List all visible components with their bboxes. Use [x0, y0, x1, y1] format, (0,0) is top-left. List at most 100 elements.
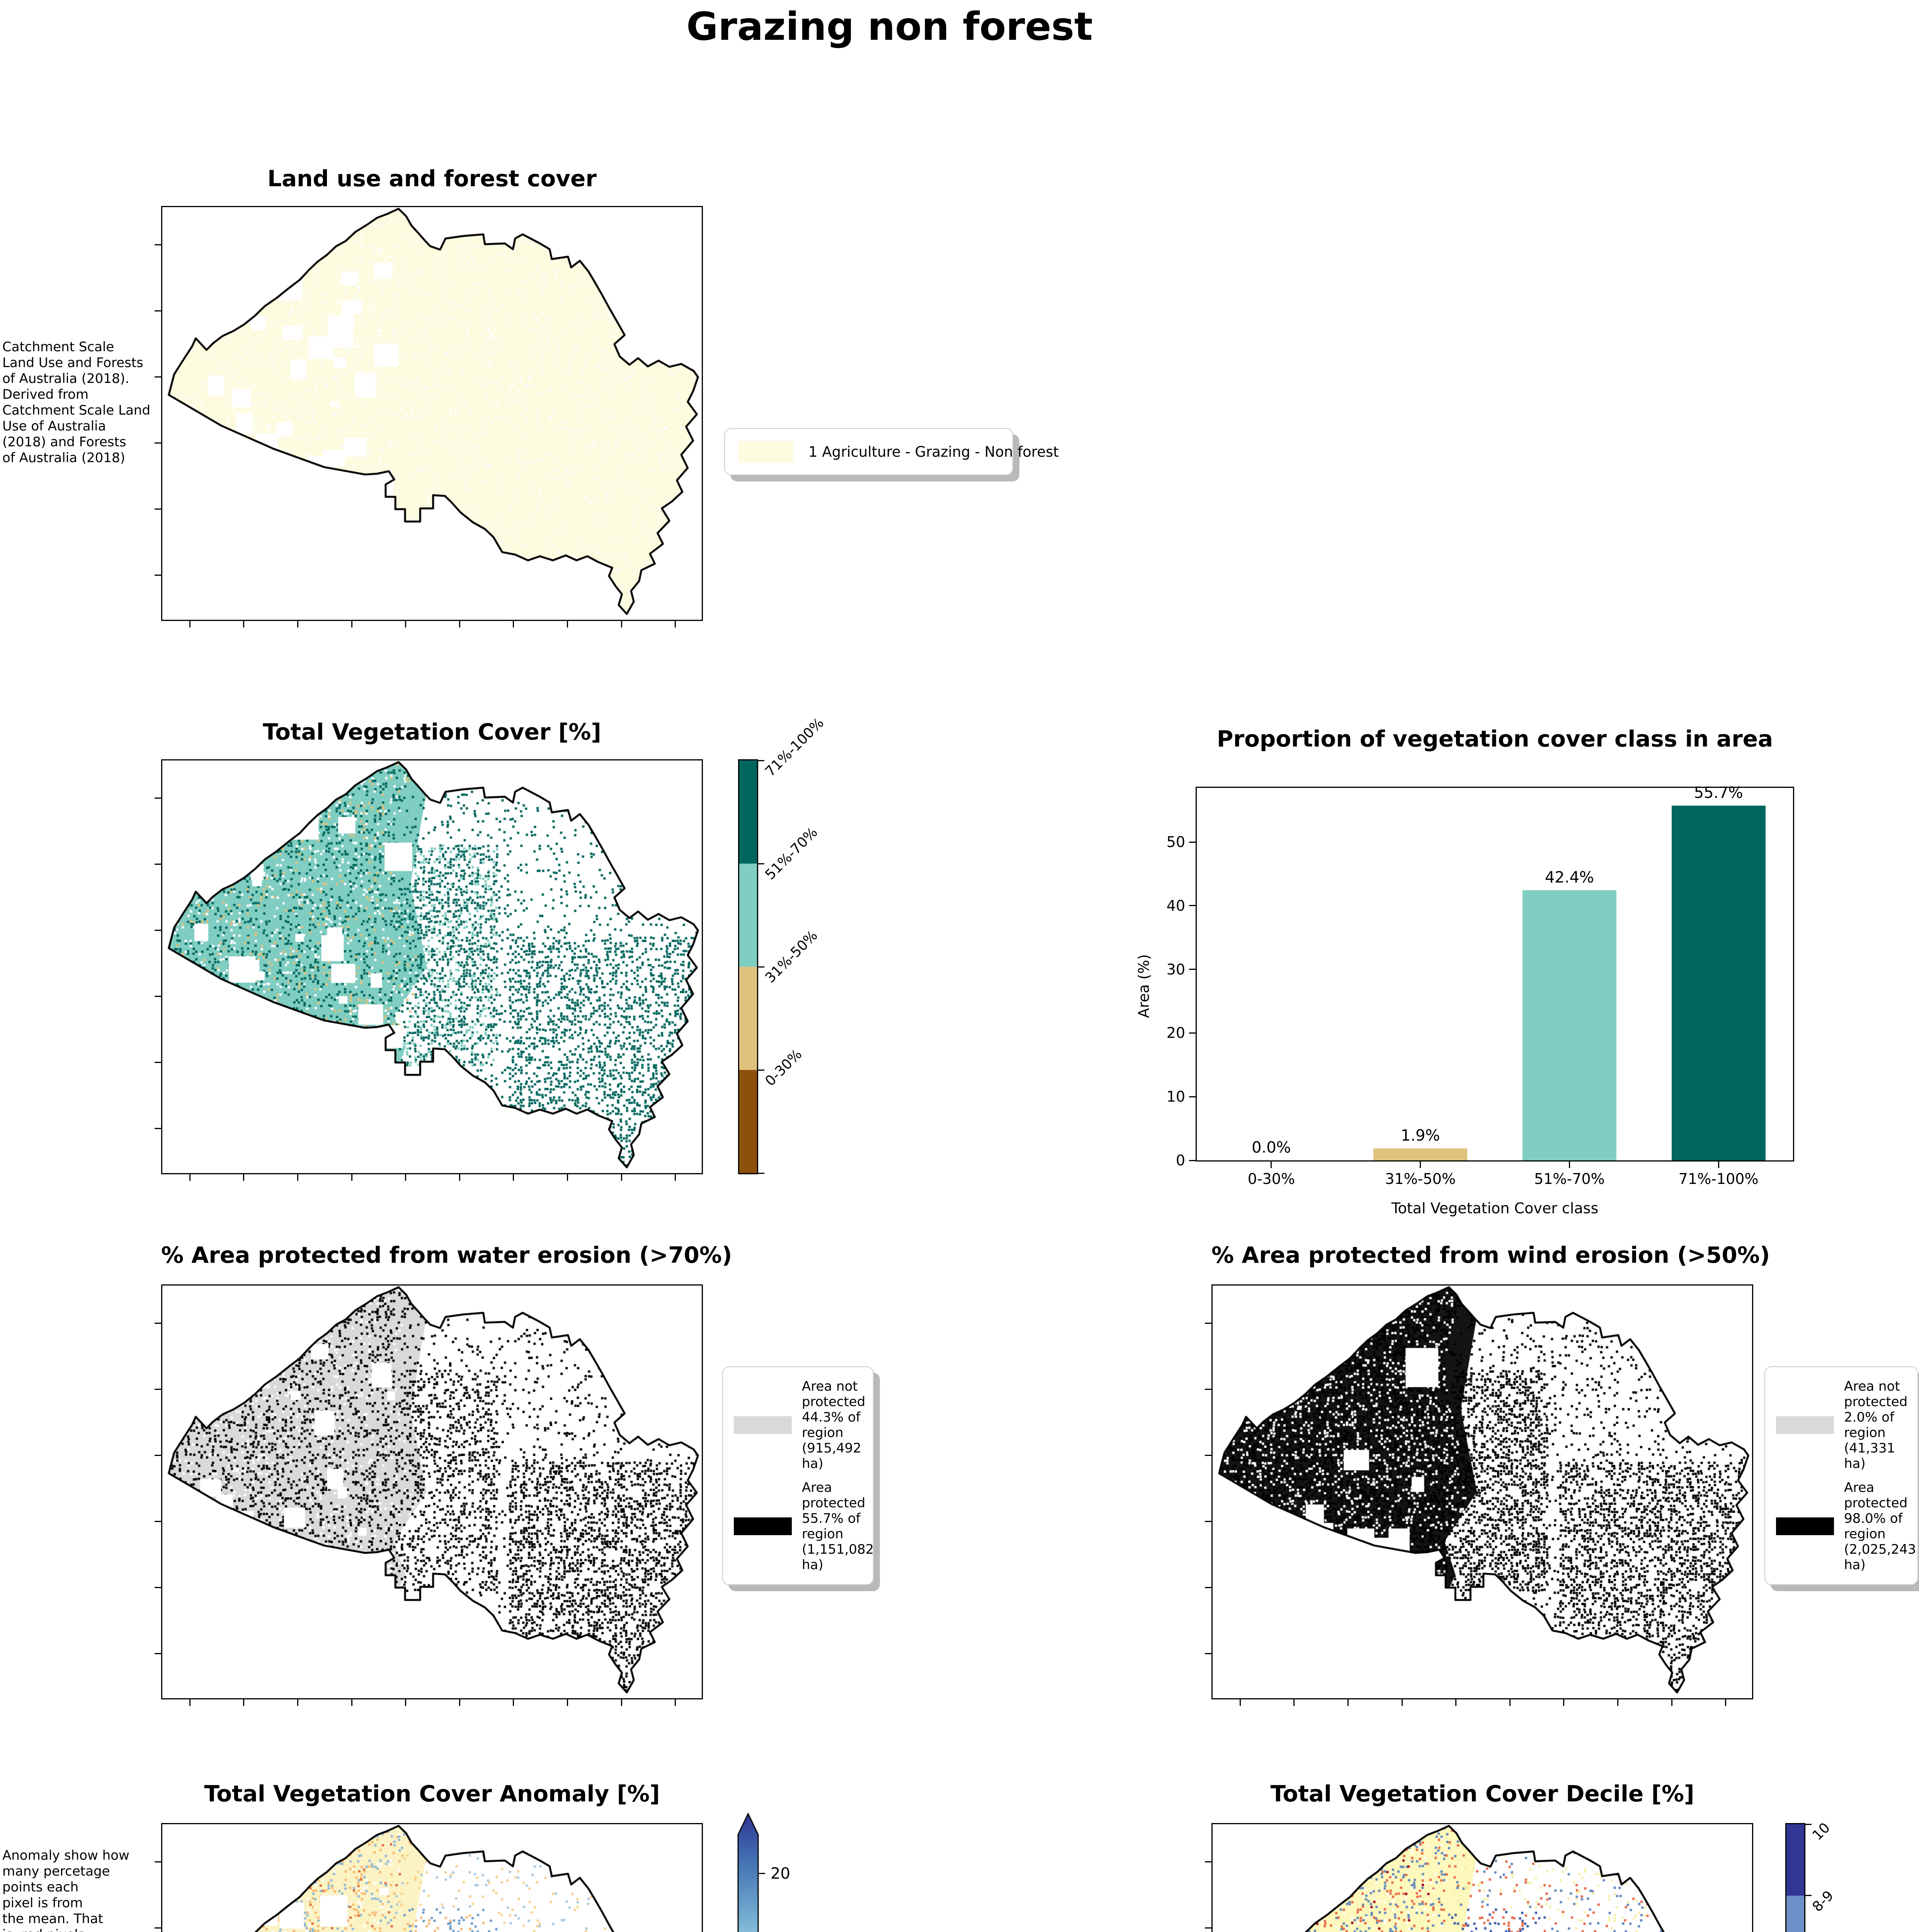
- axis-tick: [1205, 1389, 1211, 1390]
- axis-tick: [189, 621, 191, 628]
- axis-tick: [459, 1699, 460, 1706]
- axis-tick: [155, 1389, 161, 1390]
- axis-tick: [155, 508, 161, 510]
- axis-tick: [1563, 1699, 1565, 1706]
- land-use-source-text: Catchment Scale Land Use and Forests of …: [2, 339, 151, 466]
- axis-tick: [1509, 1699, 1511, 1706]
- bar-chart-plot-area: 0 10 20 30 40 50 0.0% 0-30% 1.9% 31%-50% 42.4% 51%-…: [1167, 784, 1794, 1187]
- axis-tick: [351, 621, 352, 628]
- land-use-legend: 1 Agriculture - Grazing - Non forest: [724, 428, 1059, 475]
- y-tick: [1189, 841, 1196, 843]
- land-use-map-axes: [155, 206, 703, 628]
- colorbar-tick: [1805, 1823, 1812, 1825]
- axis-tick: [405, 1699, 407, 1706]
- axis-tick: [155, 1128, 161, 1129]
- water-erosion-map-axes: [155, 1284, 703, 1706]
- axis-tick: [1725, 1699, 1727, 1706]
- axis-tick: [1205, 1323, 1211, 1324]
- wind-erosion-map-canvas: [1213, 1286, 1752, 1698]
- axis-tick: [243, 621, 245, 628]
- anomaly-map-axes: [155, 1823, 703, 1932]
- black-swatch: [734, 1517, 792, 1535]
- veg-cover-map-axes: [155, 759, 703, 1181]
- axis-tick: [155, 1454, 161, 1456]
- colorbar-tick: [758, 863, 764, 864]
- colorbar-segment: [1786, 1824, 1804, 1896]
- axis-tick: [405, 621, 407, 628]
- x-tick: [1718, 1162, 1719, 1168]
- x-tick-label: 0-30%: [1247, 1170, 1295, 1187]
- axis-tick: [405, 1174, 407, 1181]
- axis-tick: [675, 1699, 676, 1706]
- colorbar-tick-label: 51%-70%: [762, 824, 821, 883]
- legend-entry-protected: Area protected 98.0% of region (2,025,24…: [1776, 1480, 1916, 1573]
- colorbar-tick-label: 0-30%: [762, 1046, 805, 1090]
- x-tick: [1569, 1162, 1570, 1168]
- colorbar-segment: [739, 760, 757, 864]
- anomaly-panel-title: Total Vegetation Cover Anomaly [%]: [204, 1781, 660, 1807]
- anomaly-map-canvas: [162, 1824, 702, 1932]
- axis-tick: [297, 621, 298, 628]
- veg-cover-panel-title: Total Vegetation Cover [%]: [263, 719, 601, 745]
- y-tick-label: 50: [1166, 833, 1185, 851]
- axis-tick: [155, 574, 161, 576]
- axis-tick: [155, 864, 161, 865]
- axis-tick: [351, 1174, 352, 1181]
- y-tick: [1189, 1096, 1196, 1097]
- page-title: Grazing non forest: [686, 4, 1093, 49]
- colorbar-tick-label: 71%-100%: [762, 715, 827, 780]
- bar: [1671, 806, 1766, 1160]
- veg-cover-map-canvas: [162, 760, 702, 1173]
- legend-entry-protected: Area protected 55.7% of region (1,151,08…: [734, 1480, 874, 1573]
- colorbar-tick-label: 8-9: [1809, 1888, 1837, 1915]
- axis-tick: [1205, 1520, 1211, 1522]
- y-tick-label: 0: [1176, 1152, 1185, 1169]
- axis-tick: [1347, 1699, 1349, 1706]
- axis-tick: [155, 1520, 161, 1522]
- decile-map-axes: [1205, 1823, 1753, 1932]
- axis-tick: [1293, 1699, 1295, 1706]
- bar-chart-y-axis-label: Area (%): [1135, 954, 1152, 1018]
- axis-tick: [155, 442, 161, 444]
- y-tick-label: 20: [1166, 1024, 1185, 1042]
- axis-tick: [567, 1174, 568, 1181]
- axis-tick: [155, 1927, 161, 1929]
- x-tick: [1271, 1162, 1272, 1168]
- colorbar-tick-label: 10: [1809, 1820, 1833, 1844]
- gray-swatch: [1776, 1416, 1834, 1434]
- axis-tick: [155, 376, 161, 378]
- axis-tick: [155, 1587, 161, 1588]
- anomaly-colorbar-tick-label: 20: [771, 1864, 790, 1883]
- wind-erosion-panel-title: % Area protected from wind erosion (>50%…: [1211, 1242, 1770, 1268]
- colorbar-tick: [758, 966, 764, 968]
- axis-tick: [621, 621, 622, 628]
- anomaly-colorbar-tick: [759, 1873, 765, 1874]
- legend-entry-not-protected: Area not protected 44.3% of region (915,…: [734, 1379, 866, 1471]
- axis-tick: [513, 621, 514, 628]
- axis-tick: [155, 244, 161, 246]
- axis-tick: [1205, 1587, 1211, 1588]
- x-tick: [1420, 1162, 1421, 1168]
- colorbar-segment: [739, 1070, 757, 1173]
- axis-tick: [1205, 1454, 1211, 1456]
- water-protected-label: Area protected 55.7% of region (1,151,08…: [802, 1480, 874, 1573]
- y-tick-label: 40: [1166, 897, 1185, 914]
- water-erosion-map-canvas: [162, 1286, 702, 1698]
- y-tick-label: 10: [1166, 1088, 1185, 1105]
- axis-tick: [1401, 1699, 1403, 1706]
- colorbar-tick: [758, 1172, 764, 1174]
- axis-tick: [297, 1174, 298, 1181]
- land-use-panel-title: Land use and forest cover: [267, 165, 597, 192]
- colorbar-segment: [1786, 1895, 1804, 1932]
- y-tick-label: 30: [1166, 961, 1185, 978]
- bar-value-label: 55.7%: [1694, 784, 1743, 802]
- water-not-protected-label: Area not protected 44.3% of region (915,…: [802, 1379, 866, 1471]
- axis-tick: [155, 798, 161, 799]
- decile-map-canvas: [1213, 1824, 1752, 1932]
- bar-chart-title: Proportion of vegetation cover class in …: [1216, 726, 1773, 752]
- colorbar-tick: [1805, 1895, 1812, 1896]
- decile-panel-title: Total Vegetation Cover Decile [%]: [1270, 1781, 1694, 1807]
- axis-tick: [189, 1174, 191, 1181]
- axis-tick: [155, 1861, 161, 1863]
- axis-tick: [297, 1699, 298, 1706]
